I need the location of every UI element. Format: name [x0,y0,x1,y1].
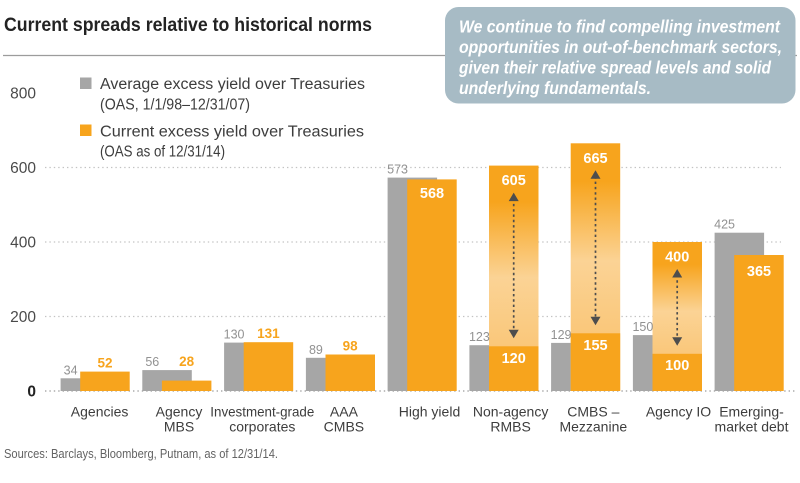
svg-text:Agencies: Agencies [71,404,129,420]
svg-text:131: 131 [257,326,280,341]
svg-text:Agency IO: Agency IO [646,404,711,420]
svg-text:(OAS, 1/1/98–12/31/07): (OAS, 1/1/98–12/31/07) [100,97,250,114]
svg-text:573: 573 [387,163,408,177]
svg-text:130: 130 [224,328,245,342]
svg-text:400: 400 [665,250,689,266]
svg-text:CMBS –: CMBS – [567,404,619,420]
svg-text:123: 123 [469,330,490,344]
svg-text:Current spreads relative to hi: Current spreads relative to historical n… [4,14,372,36]
svg-text:120: 120 [502,351,526,367]
svg-text:opportunities in out-of-benchm: opportunities in out-of-benchmark sector… [459,37,782,57]
svg-text:568: 568 [420,186,444,202]
svg-text:Average excess yield over Trea: Average excess yield over Treasuries [100,76,365,93]
svg-text:150: 150 [632,320,653,334]
svg-text:98: 98 [343,339,359,354]
svg-text:Emerging-: Emerging- [719,404,784,420]
svg-text:0: 0 [27,383,36,400]
svg-text:Agency: Agency [156,404,203,420]
svg-text:Mezzanine: Mezzanine [559,419,627,435]
svg-text:CMBS: CMBS [324,419,364,435]
svg-text:665: 665 [583,151,607,167]
svg-text:89: 89 [309,343,323,357]
svg-text:market debt: market debt [715,419,789,435]
svg-text:Investment-grade: Investment-grade [210,404,314,420]
svg-text:365: 365 [747,264,771,280]
svg-text:400: 400 [10,234,36,251]
svg-text:425: 425 [714,218,735,232]
svg-text:52: 52 [97,356,112,371]
svg-text:Non-agency: Non-agency [473,404,549,420]
svg-text:corporates: corporates [229,419,295,435]
svg-text:given their relative spread le: given their relative spread levels and s… [458,57,771,77]
svg-text:underlying fundamentals.: underlying fundamentals. [459,78,651,98]
svg-text:Current excess yield over Trea: Current excess yield over Treasuries [100,124,364,141]
svg-text:100: 100 [665,358,689,374]
svg-text:(OAS as of 12/31/14): (OAS as of 12/31/14) [100,144,225,161]
svg-text:We continue to find compelling: We continue to find compelling investmen… [459,17,781,37]
svg-text:RMBS: RMBS [490,419,530,435]
svg-text:200: 200 [10,309,36,326]
svg-text:34: 34 [64,363,78,377]
svg-text:MBS: MBS [164,419,194,435]
svg-text:56: 56 [145,355,159,369]
svg-text:AAA: AAA [330,404,359,420]
svg-text:High yield: High yield [399,404,460,420]
svg-text:605: 605 [502,173,526,189]
svg-text:28: 28 [179,354,195,369]
svg-text:Sources: Barclays, Bloomberg,: Sources: Barclays, Bloomberg, Putnam, as… [4,447,278,461]
svg-text:800: 800 [10,85,36,102]
svg-text:129: 129 [551,328,572,342]
svg-text:600: 600 [10,160,36,177]
svg-text:155: 155 [583,338,607,354]
